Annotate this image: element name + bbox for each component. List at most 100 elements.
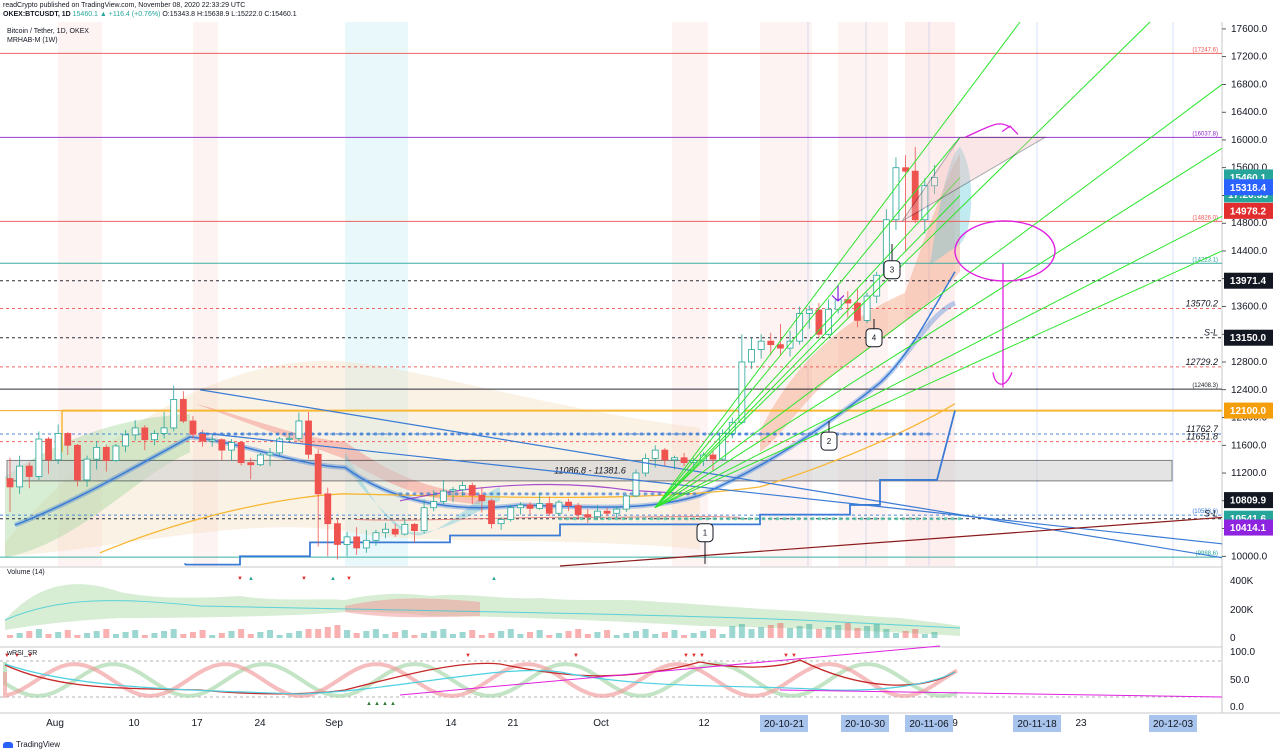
volume-signal-marker: ▼	[346, 576, 352, 582]
candle-body	[671, 457, 678, 461]
candle-body	[314, 453, 322, 495]
candle-body	[651, 449, 659, 459]
volume-bar	[806, 624, 813, 638]
candle-body	[131, 427, 139, 436]
candle-body	[334, 523, 341, 545]
candle-body	[391, 528, 399, 535]
gann-fan-line	[654, 21, 1021, 509]
price-tag-bg	[1224, 329, 1273, 346]
date-label-badge: 20-11-06	[905, 715, 953, 732]
price-tick-label: 16800.0	[1231, 79, 1268, 90]
gann-fan-line	[654, 136, 961, 509]
candle-body	[642, 458, 649, 474]
volume-signal-marker: ▲	[491, 576, 497, 582]
candle-body	[189, 420, 197, 435]
volume-bar	[912, 629, 919, 638]
ichimoku-cloud	[760, 153, 960, 453]
volume-bar	[594, 632, 601, 638]
candle-body	[141, 427, 149, 441]
candle-body	[401, 523, 409, 535]
candle-body	[83, 458, 91, 481]
rsi-signal-marker: ▼	[14, 653, 20, 659]
candle	[565, 498, 572, 512]
volume-bar	[459, 632, 466, 638]
volume-bar	[26, 631, 33, 638]
level-label: (14826.0)	[1192, 215, 1218, 221]
price-tag-bg	[1224, 492, 1273, 509]
callout-1: 1	[696, 523, 714, 564]
candle-body	[574, 505, 582, 516]
candle	[468, 482, 476, 505]
candle-body	[892, 167, 900, 221]
volume-bar	[488, 633, 495, 638]
rsi-axis-label: 50.0	[1230, 675, 1250, 686]
price-tick-label: 13600.0	[1231, 301, 1268, 312]
candle-body	[247, 462, 255, 466]
price-tag-bg	[1224, 179, 1273, 196]
volume-bar	[527, 632, 534, 638]
price-tick-label: 16400.0	[1231, 107, 1268, 118]
candle-body	[218, 439, 226, 451]
volume-bar	[661, 632, 668, 638]
candle-body	[237, 442, 245, 464]
candle-body	[478, 494, 486, 502]
volume-bar	[93, 631, 100, 638]
candle-body	[603, 510, 611, 514]
volume-bar	[74, 635, 81, 638]
downward-arrow	[992, 263, 1013, 388]
candle	[613, 506, 621, 518]
date-badge-text: 20-11-18	[1017, 719, 1057, 730]
ichimoku-cloud	[930, 146, 972, 265]
candle-body	[324, 493, 332, 525]
candle-body	[285, 437, 293, 440]
volume-bar	[238, 629, 245, 638]
volume-bar	[228, 631, 235, 638]
price-tag-bg	[1224, 519, 1273, 536]
time-tick-label: 10	[128, 718, 140, 729]
candle-body	[777, 344, 784, 349]
candle-body	[430, 501, 438, 509]
volume-bar	[45, 634, 52, 638]
candle-body	[295, 420, 303, 439]
candle	[757, 334, 765, 359]
volume-bar	[276, 635, 283, 638]
candle	[131, 420, 139, 441]
indicator-line	[399, 483, 691, 502]
volume-bar	[546, 635, 553, 638]
rsi-axis-label: 100.0	[1230, 647, 1255, 658]
candle-body	[709, 454, 717, 460]
candle-body	[25, 465, 33, 477]
volume-bar	[555, 633, 562, 638]
rsi-signal-marker: ▼	[791, 653, 797, 659]
volume-bar	[652, 634, 659, 638]
candle-body	[594, 510, 601, 518]
range-zone-box	[6, 459, 1173, 482]
time-tick-label: Oct	[593, 718, 609, 729]
price-tick-label: 12400.0	[1231, 385, 1268, 396]
volume-cloud	[345, 598, 480, 618]
candle-body	[35, 438, 43, 477]
volume-bar	[449, 634, 456, 638]
candle-body	[497, 519, 505, 525]
candle-body	[719, 433, 727, 460]
gann-fan-line	[654, 177, 961, 509]
candle	[45, 436, 52, 474]
candle	[709, 450, 717, 471]
level-label: 12729.2	[1185, 357, 1218, 367]
volume-bar	[344, 630, 351, 638]
candle	[584, 509, 592, 523]
candle-body	[565, 501, 572, 507]
volume-bar	[632, 631, 639, 638]
volume-bar	[180, 634, 187, 638]
volume-bar	[613, 635, 620, 638]
candle	[247, 457, 255, 480]
price-tick-label: 10000.0	[1231, 551, 1268, 562]
candle	[189, 416, 197, 439]
volume-bar	[748, 629, 755, 638]
marker-arrow	[831, 285, 845, 302]
gann-fan-line	[654, 250, 1223, 509]
candle	[276, 436, 284, 456]
rsi-signal-marker: ▼	[465, 653, 471, 659]
candle-body	[112, 445, 120, 461]
